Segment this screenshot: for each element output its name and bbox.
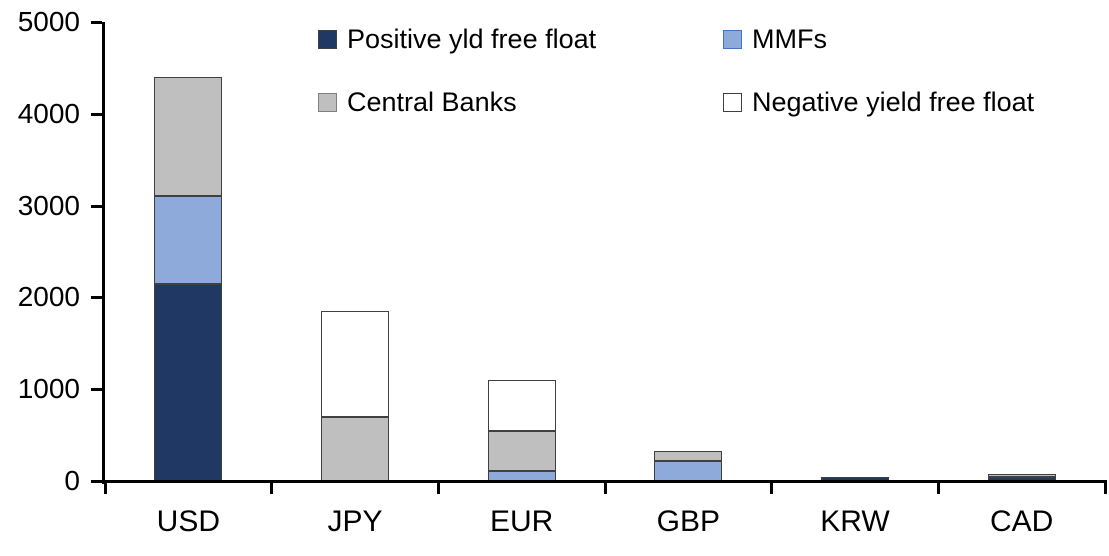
y-tick	[91, 204, 102, 208]
legend-swatch	[723, 92, 742, 112]
x-category-label: USD	[156, 505, 220, 538]
x-category-label: EUR	[489, 505, 554, 538]
bar-segment-gbp-mmfs	[654, 460, 723, 481]
x-category-label: JPY	[327, 505, 383, 538]
x-tick	[770, 483, 774, 494]
legend-label: MMFs	[752, 24, 827, 54]
x-tick	[436, 483, 440, 494]
legend-label: Positive yld free float	[347, 24, 597, 54]
legend-swatch	[318, 92, 337, 112]
legend-swatch	[723, 29, 742, 49]
y-tick	[91, 388, 102, 392]
y-tick-label: 1000	[17, 373, 80, 405]
legend-item-central-banks: Central Banks	[318, 87, 517, 117]
legend-item-negative-yield-free-float: Negative yield free float	[723, 87, 1034, 117]
legend-label: Negative yield free float	[752, 87, 1035, 117]
bar-segment-usd-mmfs	[154, 196, 223, 284]
x-category-label: CAD	[989, 505, 1054, 538]
bar-segment-cad-central-banks	[987, 474, 1056, 477]
x-tick	[936, 483, 940, 494]
y-tick	[91, 21, 102, 24]
x-tick	[1103, 483, 1107, 494]
x-category-label: GBP	[656, 505, 720, 538]
x-tick	[103, 483, 107, 494]
y-tick	[91, 480, 102, 483]
legend-item-mmfs: MMFs	[723, 24, 827, 54]
y-axis-line	[102, 22, 105, 484]
bar-segment-usd-positive-yld-free-float	[154, 283, 223, 481]
y-tick-label: 5000	[17, 6, 80, 37]
bar-segment-eur-central-banks	[487, 431, 556, 471]
legend-swatch	[318, 29, 337, 49]
y-tick-label: 4000	[17, 97, 80, 129]
bar-segment-jpy-central-banks	[321, 416, 389, 481]
legend-item-positive-yld-free-float: Positive yld free float	[318, 24, 596, 54]
x-category-label: KRW	[820, 505, 890, 538]
y-tick-label: 2000	[17, 281, 80, 313]
y-tick	[91, 112, 102, 116]
y-tick-label: 3000	[17, 189, 80, 221]
y-tick	[91, 296, 102, 300]
x-axis-line	[102, 480, 1107, 483]
legend-label: Central Banks	[347, 87, 517, 117]
bar-segment-jpy-negative-yield-free-float	[321, 311, 389, 417]
bar-segment-eur-negative-yield-free-float	[487, 380, 556, 432]
x-tick	[603, 483, 607, 494]
bar-segment-gbp-central-banks	[654, 450, 723, 461]
x-tick	[270, 483, 274, 494]
bar-segment-usd-central-banks	[154, 77, 223, 197]
y-tick-label: 0	[64, 465, 80, 496]
